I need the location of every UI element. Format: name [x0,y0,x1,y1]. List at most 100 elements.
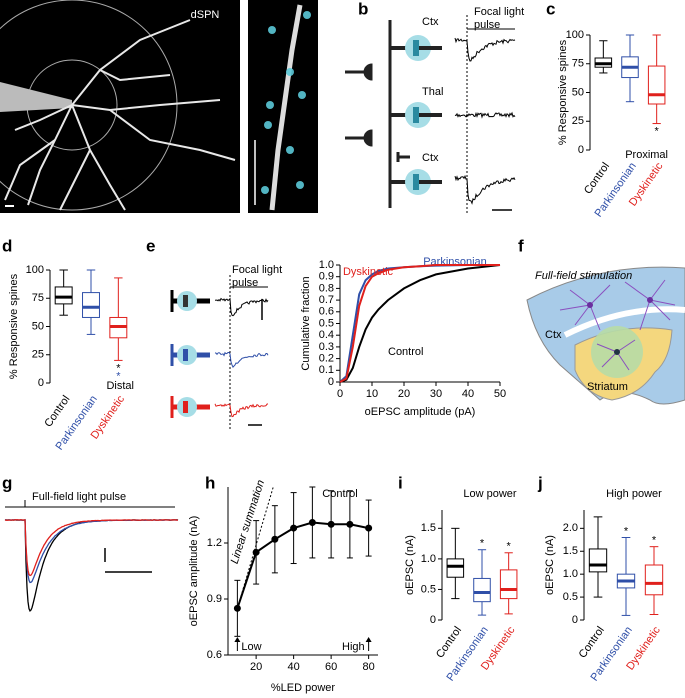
series-line [339,264,500,383]
series-label: Control [322,488,357,500]
y-tick-label: 0.9 [319,271,334,283]
x-tick-label: 0 [337,388,343,400]
y-tick-label: 100 [26,264,44,276]
y-axis-label: oEPSC (nA) [404,535,416,595]
y-axis-label: oEPSC (nA) [544,535,556,595]
y-axis-label: % Responsive spines [8,273,20,379]
y-tick-label: 0.1 [319,364,334,376]
x-tick-label: 20 [250,661,262,673]
x-tick-label: 60 [325,661,337,673]
y-tick-label: 0 [430,614,436,626]
region-label: Ctx [545,329,562,341]
y-tick-label: 0 [572,614,578,626]
y-tick-label: 50 [572,86,584,98]
series-label: Dyskinetic [343,266,394,278]
marker [308,518,316,526]
marker [271,535,279,543]
y-tick-label: 1.0 [563,568,578,580]
marker [252,548,260,556]
annotation-arrowhead [234,637,241,642]
significance-mark: * [624,525,629,537]
x-tick-label: 80 [363,661,375,673]
y-tick-label: 1.5 [563,545,578,557]
y-tick-label: 0.5 [563,591,578,603]
y-tick-label: 0.6 [207,649,222,661]
y-tick-label: 0.4 [319,329,334,341]
marker [290,524,298,532]
box [82,292,100,318]
panel-label: f [518,236,524,255]
y-tick-label: 100 [566,29,584,41]
x-tick-label: 20 [398,388,410,400]
significance-mark: * [116,362,121,374]
marker [365,524,373,532]
box [54,286,73,305]
annotation-arrowhead [365,637,372,642]
trace [214,351,269,368]
trace [4,519,179,612]
marker [233,604,241,612]
significance-mark: * [507,541,512,553]
series-line [339,264,500,383]
pulse-label: pulse [232,277,258,289]
significance-mark: * [652,535,657,547]
region-label: Striatum [587,381,628,393]
y-tick-label: 1.2 [207,537,222,549]
y-tick-label: 0 [578,144,584,156]
panel-label: j [537,473,543,492]
y-tick-label: 25 [32,349,44,361]
y-tick-label: 0.7 [319,294,334,306]
panel-label: i [398,473,403,492]
y-tick-label: 75 [32,292,44,304]
panel-b-schematic [345,20,410,208]
y-tick-label: 0 [328,376,334,388]
significance-mark: * [116,370,121,382]
panel-label: c [546,0,555,18]
x-axis-label: %LED power [271,682,336,694]
stimulation-label: Full-field stimulation [535,270,632,282]
pulse-label: Full-field light pulse [32,491,126,503]
category-label: Control [577,625,607,661]
x-axis-label: oEPSC amplitude (pA) [365,406,476,418]
y-tick-label: 0 [38,377,44,389]
y-tick-label: 1.0 [421,553,436,565]
chart-label: Distal [106,380,134,392]
significance-mark: * [480,538,485,550]
box [446,558,465,578]
panel-f-schematic [526,266,685,405]
series-line [339,264,501,383]
x-tick-label: 40 [462,388,474,400]
x-tick-label: 10 [366,388,378,400]
box [647,65,666,105]
panel-a-image: dSPN [0,0,318,213]
chart-title: Low power [463,488,517,500]
marker [346,520,354,528]
series-label: Linear summation [229,479,267,566]
x-tick-label: 40 [288,661,300,673]
trace [214,297,269,317]
y-axis-label: % Responsive spines [557,39,569,145]
series-line [236,521,369,609]
significance-mark: * [655,125,660,137]
panel-label: e [146,236,155,255]
trace [4,519,179,577]
y-tick-label: 50 [32,320,44,332]
trace [214,403,269,418]
y-tick-label: 75 [572,58,584,70]
series-label: Control [388,346,423,358]
annotation: Low [241,641,261,653]
y-tick-label: 1.5 [421,522,436,534]
panel-label: a [2,0,12,18]
chart-label: Proximal [625,149,668,161]
x-tick-label: 50 [494,388,506,400]
panel-label: h [205,473,215,492]
input-label: Thal [422,86,443,98]
panel-label: d [2,236,12,255]
pulse-label: Focal light [232,264,282,276]
y-axis-label: oEPSC amplitude (nA) [188,516,200,627]
pulse-label: Focal light [474,6,524,18]
input-label: Ctx [422,152,439,164]
y-tick-label: 0.5 [421,583,436,595]
trace [454,111,516,119]
